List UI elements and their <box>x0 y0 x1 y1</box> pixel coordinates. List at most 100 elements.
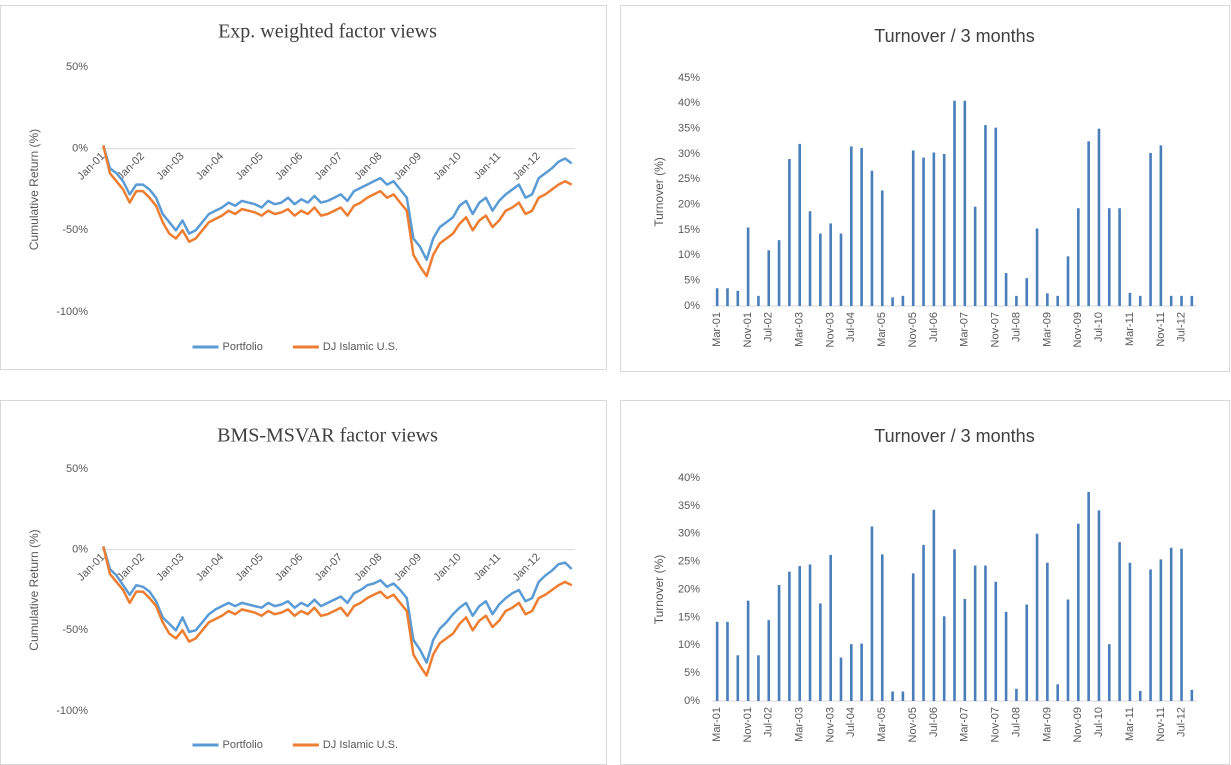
bar <box>1087 141 1090 306</box>
x-tick-label: Jul-12 <box>1175 312 1187 342</box>
x-tick-label: Jan-11 <box>472 551 504 583</box>
bar <box>1118 542 1121 701</box>
legend-label: DJ Islamic U.S. <box>323 739 398 751</box>
y-tick-label: 0% <box>684 695 700 707</box>
x-tick-label: Jul-08 <box>1010 312 1022 342</box>
bar <box>788 159 791 306</box>
bar <box>1180 548 1183 701</box>
x-tick-label: Jan-12 <box>511 551 543 583</box>
x-tick-label: Mar-09 <box>1041 312 1053 347</box>
bar <box>891 691 894 701</box>
x-tick-label: Mar-11 <box>1124 312 1136 346</box>
bar <box>850 146 853 306</box>
bar <box>1087 491 1090 701</box>
bar <box>880 554 884 701</box>
bar <box>808 211 812 306</box>
bar <box>726 621 729 701</box>
bar <box>1025 278 1029 306</box>
series-line <box>102 546 573 677</box>
x-tick-label: Mar-09 <box>1041 707 1053 742</box>
x-tick-label: Nov-03 <box>825 707 837 742</box>
y-tick-label: 30% <box>678 148 700 160</box>
x-tick-label: Jan-05 <box>234 551 266 583</box>
x-tick-label: Jul-06 <box>928 707 940 737</box>
x-tick-label: Nov-11 <box>1155 312 1167 347</box>
bar <box>860 147 863 306</box>
x-tick-label: Jul-10 <box>1093 312 1105 342</box>
bar <box>757 655 760 701</box>
x-tick-label: Mar-01 <box>711 312 723 347</box>
y-tick-label: 0% <box>72 143 88 155</box>
y-tick-label: 20% <box>678 583 700 595</box>
bar <box>1169 547 1173 701</box>
x-tick-label: Nov-05 <box>907 312 919 347</box>
bar <box>808 564 812 701</box>
bar <box>839 233 843 306</box>
bar <box>922 157 925 306</box>
bar <box>757 295 760 306</box>
bar <box>973 565 977 701</box>
x-tick-label: Nov-09 <box>1072 312 1084 347</box>
bar <box>819 233 822 306</box>
x-tick-label: Jul-12 <box>1175 707 1187 737</box>
bar <box>1046 293 1049 306</box>
bar <box>1066 256 1070 306</box>
legend-label: DJ Islamic U.S. <box>323 341 398 353</box>
bar <box>870 526 874 701</box>
chart-title: Exp. weighted factor views <box>218 21 437 43</box>
bar <box>1138 690 1142 701</box>
x-tick-label: Nov-07 <box>990 707 1002 742</box>
chart-title: Turnover / 3 months <box>874 26 1034 46</box>
x-tick-label: Jan-07 <box>313 150 345 182</box>
legend-label: Portfolio <box>223 739 263 751</box>
bar <box>1138 295 1142 306</box>
x-tick-label: Mar-07 <box>959 312 971 347</box>
y-axis-title: Cumulative Return (%) <box>27 529 41 650</box>
bar <box>767 620 771 701</box>
y-tick-label: 40% <box>678 97 700 109</box>
series-line <box>102 145 573 261</box>
y-tick-label: 20% <box>678 199 700 211</box>
y-axis-title: Turnover (%) <box>652 157 666 227</box>
bar <box>1159 145 1163 306</box>
bar <box>880 190 884 306</box>
bar <box>870 170 874 306</box>
bar <box>746 600 750 701</box>
x-tick-label: Nov-07 <box>990 312 1002 347</box>
bar <box>726 288 729 306</box>
x-tick-label: Jul-06 <box>928 312 940 342</box>
x-tick-label: Jan-04 <box>194 551 226 583</box>
x-tick-label: Mar-05 <box>876 707 888 742</box>
legend-label: Portfolio <box>223 341 263 353</box>
bar <box>911 150 915 306</box>
bar <box>1149 569 1152 701</box>
bar <box>736 290 740 306</box>
panel-frame <box>620 5 1230 372</box>
x-tick-label: Mar-11 <box>1124 707 1136 741</box>
bar <box>1169 295 1173 306</box>
y-tick-label: 25% <box>678 173 700 185</box>
y-tick-label: 25% <box>678 556 700 568</box>
bar <box>994 127 998 306</box>
x-tick-label: Jan-09 <box>392 150 424 182</box>
x-tick-label: Nov-01 <box>742 707 754 742</box>
y-tick-label: 50% <box>66 61 88 73</box>
x-tick-label: Mar-07 <box>959 707 971 742</box>
bar <box>963 598 967 701</box>
bar <box>1097 510 1101 701</box>
bar <box>798 566 802 701</box>
bar <box>788 571 791 701</box>
bar <box>942 154 946 306</box>
bar <box>839 657 843 701</box>
bar <box>994 581 998 701</box>
x-tick-label: Jan-09 <box>392 551 424 583</box>
bar <box>901 295 905 306</box>
y-tick-label: 0% <box>684 300 700 312</box>
panel-frame <box>0 5 607 370</box>
series-line <box>102 546 573 664</box>
bar <box>1180 295 1183 306</box>
x-tick-label: Nov-11 <box>1155 707 1167 742</box>
bar <box>1035 533 1039 701</box>
bar <box>1056 684 1059 701</box>
x-tick-label: Nov-05 <box>907 707 919 742</box>
